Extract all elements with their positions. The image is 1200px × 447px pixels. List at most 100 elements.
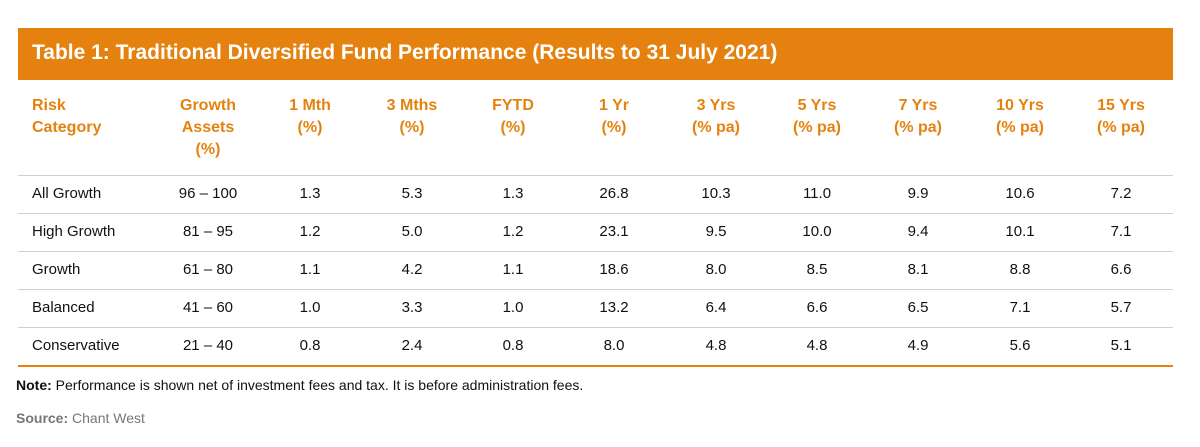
column-header: 1 Mth (%) xyxy=(250,95,370,139)
header-line: 1 Yr xyxy=(599,97,629,114)
table-title: Table 1: Traditional Diversified Fund Pe… xyxy=(32,41,778,64)
cell-value: 10.1 xyxy=(1005,223,1035,240)
source-text: Chant West xyxy=(72,410,145,426)
column-header: 15 Yrs (% pa) xyxy=(1061,95,1181,139)
cell-value: 4.8 xyxy=(705,337,727,354)
header-line: 10 Yrs xyxy=(996,97,1044,114)
row-rule xyxy=(18,327,1173,328)
header-line: (%) xyxy=(399,119,425,136)
cell-value: 8.0 xyxy=(705,261,727,278)
source: Source: Chant West xyxy=(16,410,145,426)
note-text: Performance is shown net of investment f… xyxy=(55,377,584,393)
header-line: 3 Yrs xyxy=(696,97,736,114)
column-header: 5 Yrs (% pa) xyxy=(757,95,877,139)
cell-value: 10.0 xyxy=(802,223,832,240)
cell-value: 0.8 xyxy=(299,337,321,354)
row-rule xyxy=(18,175,1173,176)
cell-value: 0.8 xyxy=(502,337,524,354)
row-label: High Growth xyxy=(32,223,116,240)
cell-value: 6.4 xyxy=(705,299,727,316)
column-header: 7 Yrs (% pa) xyxy=(858,95,978,139)
cell-value: 9.4 xyxy=(907,223,929,240)
cell-value: 4.2 xyxy=(401,261,423,278)
title-bar: Table 1: Traditional Diversified Fund Pe… xyxy=(18,28,1173,80)
row-rule xyxy=(18,365,1173,367)
cell-value: 3.3 xyxy=(401,299,423,316)
cell-value: 10.6 xyxy=(1005,185,1035,202)
header-line: 3 Mths xyxy=(386,97,438,114)
header-line: 15 Yrs xyxy=(1097,97,1145,114)
cell-value: 1.0 xyxy=(502,299,524,316)
cell-value: 96 – 100 xyxy=(178,185,238,202)
column-header: 1 Yr (%) xyxy=(554,95,674,139)
header-line: Risk xyxy=(32,97,66,114)
cell-value: 1.2 xyxy=(502,223,524,240)
header-line: (% pa) xyxy=(793,119,841,136)
cell-value: 7.2 xyxy=(1110,185,1132,202)
column-header: Risk Category xyxy=(32,95,101,139)
row-rule xyxy=(18,251,1173,252)
row-rule xyxy=(18,213,1173,214)
header-line: (% pa) xyxy=(996,119,1044,136)
cell-value: 6.5 xyxy=(907,299,929,316)
cell-value: 23.1 xyxy=(599,223,629,240)
source-label: Source: xyxy=(16,410,69,426)
header-line: 1 Mth xyxy=(289,97,331,114)
column-header: 3 Yrs (% pa) xyxy=(656,95,776,139)
cell-value: 2.4 xyxy=(401,337,423,354)
header-line: (%) xyxy=(195,141,221,158)
note-label: Note: xyxy=(16,377,52,393)
cell-value: 10.3 xyxy=(701,185,731,202)
header-line: Assets xyxy=(181,119,235,136)
header-line: FYTD xyxy=(492,97,534,114)
cell-value: 1.0 xyxy=(299,299,321,316)
column-header: 3 Mths (%) xyxy=(352,95,472,139)
header-line: (%) xyxy=(297,119,323,136)
cell-value: 1.2 xyxy=(299,223,321,240)
row-label: Conservative xyxy=(32,337,120,354)
cell-value: 6.6 xyxy=(1110,261,1132,278)
row-label: All Growth xyxy=(32,185,102,202)
cell-value: 8.5 xyxy=(806,261,828,278)
cell-value: 8.8 xyxy=(1009,261,1031,278)
cell-value: 81 – 95 xyxy=(182,223,234,240)
cell-value: 21 – 40 xyxy=(182,337,234,354)
header-line: (%) xyxy=(500,119,526,136)
cell-value: 4.9 xyxy=(907,337,929,354)
cell-value: 1.3 xyxy=(299,185,321,202)
cell-value: 7.1 xyxy=(1009,299,1031,316)
row-label: Balanced xyxy=(32,299,95,316)
cell-value: 13.2 xyxy=(599,299,629,316)
header-line: 5 Yrs xyxy=(797,97,837,114)
column-header: Growth Assets (%) xyxy=(148,95,268,161)
cell-value: 7.1 xyxy=(1110,223,1132,240)
cell-value: 26.8 xyxy=(599,185,629,202)
cell-value: 1.1 xyxy=(299,261,321,278)
header-line: (% pa) xyxy=(692,119,740,136)
note: Note: Performance is shown net of invest… xyxy=(16,377,583,393)
cell-value: 61 – 80 xyxy=(182,261,234,278)
header-line: Growth xyxy=(180,97,236,114)
column-header: 10 Yrs (% pa) xyxy=(960,95,1080,139)
cell-value: 1.1 xyxy=(502,261,524,278)
cell-value: 5.1 xyxy=(1110,337,1132,354)
cell-value: 9.9 xyxy=(907,185,929,202)
cell-value: 8.1 xyxy=(907,261,929,278)
cell-value: 5.6 xyxy=(1009,337,1031,354)
header-line: (% pa) xyxy=(894,119,942,136)
cell-value: 41 – 60 xyxy=(182,299,234,316)
header-line: Category xyxy=(32,119,102,136)
row-label: Growth xyxy=(32,261,81,278)
cell-value: 9.5 xyxy=(705,223,727,240)
cell-value: 4.8 xyxy=(806,337,828,354)
cell-value: 5.7 xyxy=(1110,299,1132,316)
header-line: (%) xyxy=(601,119,627,136)
header-line: (% pa) xyxy=(1097,119,1145,136)
cell-value: 6.6 xyxy=(806,299,828,316)
cell-value: 5.3 xyxy=(401,185,423,202)
column-header: FYTD (%) xyxy=(453,95,573,139)
header-line: 7 Yrs xyxy=(898,97,938,114)
cell-value: 1.3 xyxy=(502,185,524,202)
cell-value: 8.0 xyxy=(603,337,625,354)
